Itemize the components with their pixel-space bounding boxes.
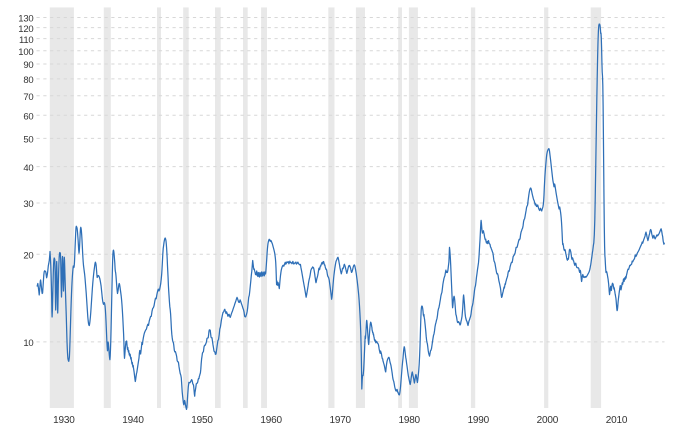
svg-text:1980: 1980	[398, 415, 420, 425]
svg-text:60: 60	[23, 112, 33, 123]
svg-text:50: 50	[23, 135, 33, 146]
svg-text:10: 10	[23, 338, 33, 349]
svg-text:40: 40	[23, 163, 33, 174]
svg-text:2010: 2010	[606, 415, 628, 425]
svg-text:1960: 1960	[260, 415, 282, 425]
svg-text:1990: 1990	[468, 415, 490, 425]
svg-text:90: 90	[23, 60, 33, 71]
svg-text:1950: 1950	[191, 415, 213, 425]
svg-text:120: 120	[18, 24, 33, 35]
svg-text:110: 110	[19, 35, 34, 46]
svg-text:70: 70	[23, 92, 33, 103]
svg-text:100: 100	[18, 47, 33, 58]
svg-text:1930: 1930	[53, 415, 75, 425]
svg-text:80: 80	[23, 75, 33, 86]
svg-text:30: 30	[23, 199, 33, 210]
svg-text:20: 20	[23, 250, 33, 261]
svg-text:1970: 1970	[329, 415, 351, 425]
svg-text:130: 130	[18, 14, 33, 25]
svg-text:2000: 2000	[537, 415, 559, 425]
svg-text:1940: 1940	[122, 415, 144, 425]
